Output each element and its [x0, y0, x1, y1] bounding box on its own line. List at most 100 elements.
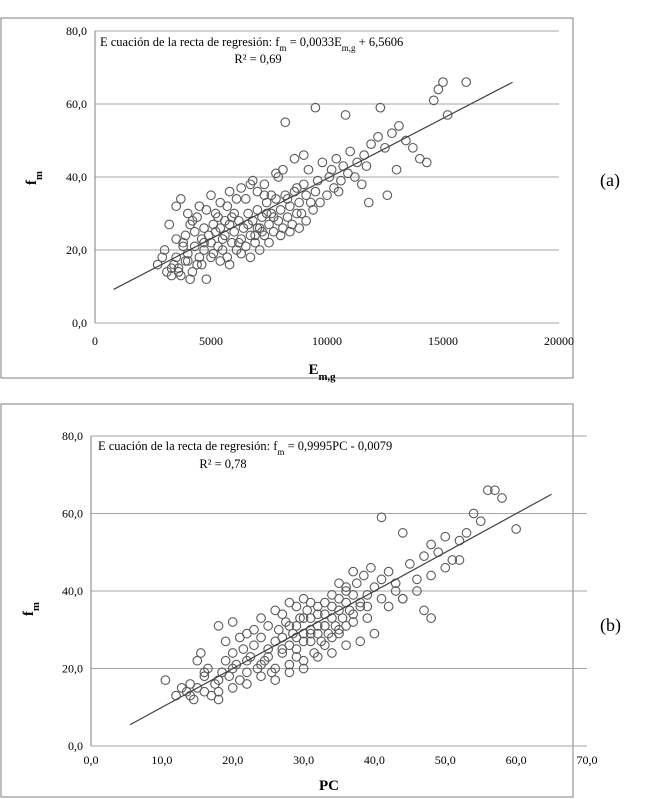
data-point: [322, 190, 332, 201]
data-point: [282, 212, 293, 222]
data-point: [475, 516, 486, 527]
data-point: [175, 194, 186, 204]
chart-border: [0, 403, 574, 798]
data-point: [310, 102, 321, 113]
y-tick-label: 80,0: [62, 429, 83, 443]
data-point: [373, 132, 383, 142]
regression-equation: E cuación de la recta de regresión: fm =…: [98, 439, 392, 457]
data-point: [312, 652, 323, 662]
data-point: [280, 117, 291, 128]
data-point: [257, 226, 267, 237]
data-point: [285, 201, 295, 212]
data-point: [273, 624, 284, 635]
data-point: [215, 256, 226, 266]
data-point: [319, 597, 330, 608]
data-point: [227, 212, 237, 222]
data-point: [326, 164, 337, 175]
data-point: [171, 252, 182, 263]
data-point: [394, 121, 404, 131]
data-point: [227, 663, 238, 674]
y-tick-label: 0,0: [68, 739, 83, 753]
data-point: [405, 559, 415, 569]
data-point: [227, 648, 238, 658]
data-point: [261, 197, 272, 208]
data-point: [242, 655, 252, 666]
data-point: [390, 586, 401, 596]
data-point: [301, 190, 311, 201]
data-point: [277, 609, 288, 620]
chart-a-svg: 0,0 20,0 40,0 60,0 80,0 0 5000 10000 15000 20000 E…: [0, 17, 574, 383]
data-point: [180, 256, 191, 266]
data-point: [213, 686, 224, 697]
data-point: [428, 95, 439, 106]
y-tick-label: 60,0: [62, 507, 83, 521]
data-point: [461, 77, 472, 87]
data-point: [263, 644, 273, 654]
x-tick-label: 30,0: [293, 753, 314, 767]
data-point: [447, 555, 458, 565]
x-tick-label: 40,0: [364, 753, 385, 767]
data-point: [277, 644, 288, 654]
data-point: [217, 234, 228, 244]
data-point: [375, 102, 386, 113]
data-point: [185, 274, 195, 285]
data-point: [363, 197, 374, 208]
data-point: [249, 640, 259, 651]
data-point: [234, 632, 245, 643]
data-point: [224, 259, 235, 270]
data-point: [361, 161, 372, 171]
data-point: [376, 512, 387, 523]
data-point: [382, 190, 393, 201]
data-point: [412, 586, 422, 596]
x-tick-label: 10000: [312, 334, 342, 348]
data-point: [312, 609, 323, 620]
data-point: [182, 256, 193, 266]
data-point: [264, 219, 274, 230]
data-point: [348, 566, 359, 577]
data-point: [302, 605, 312, 616]
data-point: [301, 215, 311, 226]
data-point: [173, 263, 184, 274]
data-point: [196, 259, 207, 270]
data-point: [298, 613, 309, 623]
y-tick-label: 20,0: [62, 662, 83, 676]
data-point: [376, 574, 387, 585]
data-point: [380, 142, 390, 153]
data-point: [362, 613, 373, 623]
data-point: [227, 237, 237, 248]
x-tick-label: 20000: [544, 334, 574, 348]
data-point: [224, 186, 235, 197]
data-point: [397, 528, 408, 538]
data-point: [254, 245, 265, 255]
data-point: [358, 570, 369, 581]
data-point: [454, 555, 465, 565]
data-point: [336, 175, 346, 186]
data-point: [277, 648, 288, 658]
data-point: [249, 624, 259, 635]
r-squared: R² = 0,69: [234, 52, 281, 66]
y-axis-label: fm: [21, 602, 42, 616]
data-point: [199, 223, 209, 233]
data-point: [220, 636, 231, 647]
data-point: [291, 208, 302, 219]
data-point: [331, 153, 342, 164]
data-point: [245, 179, 256, 190]
data-point: [157, 252, 168, 263]
y-tick-label: 40,0: [66, 170, 87, 184]
data-point: [407, 142, 418, 153]
data-point: [282, 194, 293, 204]
data-point: [351, 578, 362, 589]
data-point: [213, 694, 224, 705]
data-point: [268, 212, 279, 222]
data-point: [264, 237, 274, 248]
data-point: [182, 208, 193, 219]
data-point: [217, 245, 228, 255]
data-point: [224, 671, 235, 682]
x-tick-label: 5000: [199, 334, 223, 348]
data-point: [334, 578, 344, 589]
x-axis-label: Em,g: [308, 362, 336, 383]
chart-border: [0, 17, 574, 379]
data-point: [208, 219, 219, 230]
data-point: [206, 252, 216, 263]
data-point: [159, 245, 170, 255]
